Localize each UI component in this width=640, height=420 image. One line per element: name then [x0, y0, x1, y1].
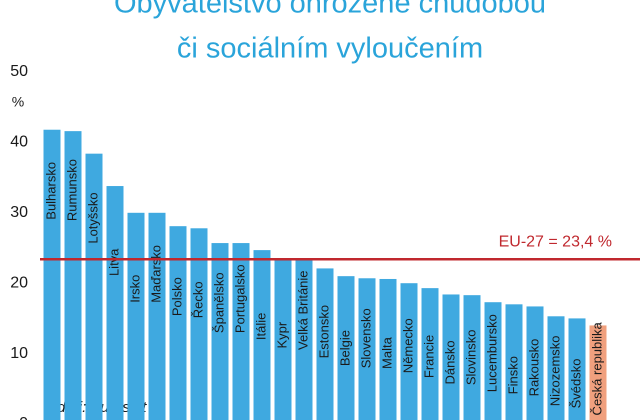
- bar-label: Kypr: [274, 321, 289, 348]
- bar: [379, 278, 397, 420]
- bar: [316, 268, 334, 420]
- bar: [211, 243, 229, 420]
- bar: [568, 318, 586, 420]
- bar-label: Dánsko: [442, 340, 457, 384]
- bar: [169, 226, 187, 420]
- bar: [127, 212, 145, 420]
- bar-label: Polsko: [169, 277, 184, 316]
- bar-label: Rakousko: [526, 339, 541, 397]
- bar: [358, 278, 376, 420]
- bar: [400, 283, 418, 420]
- y-tick-label: 50: [10, 63, 28, 80]
- bar: [64, 131, 82, 420]
- bar: [589, 325, 607, 420]
- chart-title: Obyvatelstvo ohrožené chudobou: [114, 0, 546, 20]
- chart-title: či sociálním vyloučením: [177, 33, 483, 65]
- bar-label: Řecko: [190, 281, 205, 318]
- bar: [295, 259, 313, 420]
- bar-label: Belgie: [337, 330, 352, 366]
- bar-label: Portugalsko: [232, 264, 247, 333]
- bar-label: Francie: [421, 335, 436, 378]
- bar-label: Maďarsko: [148, 245, 163, 303]
- bar: [442, 294, 460, 420]
- reference-label: EU-27 = 23,4 %: [499, 233, 612, 250]
- bar-label: Nizozemsko: [547, 335, 562, 406]
- bar-label: Finsko: [505, 356, 520, 394]
- bar: [463, 295, 481, 420]
- bar-label: Lucembursko: [484, 314, 499, 392]
- bar: [148, 212, 166, 420]
- bar: [505, 304, 523, 420]
- bar-label: Irsko: [127, 275, 142, 303]
- bar-label: Švédsko: [568, 359, 583, 409]
- bar: [547, 316, 565, 420]
- bar: [484, 302, 502, 420]
- bar-label: Itálie: [253, 313, 268, 340]
- bar: [106, 186, 124, 420]
- bar-label: Německo: [400, 318, 415, 373]
- bar-label: Česká republika: [589, 321, 604, 415]
- bar: [190, 228, 208, 420]
- y-unit: %: [12, 94, 24, 110]
- bar-label: Rumunsko: [64, 159, 79, 221]
- bar-label: Španělsko: [211, 272, 226, 333]
- bar: [232, 243, 250, 420]
- bar: [526, 306, 544, 420]
- bar-label: Estonsko: [316, 305, 331, 358]
- bar-label: Lotyšsko: [85, 192, 100, 243]
- bar: [253, 250, 271, 420]
- bar: [421, 288, 439, 420]
- bar: [85, 153, 103, 420]
- y-tick-label: 20: [10, 274, 28, 291]
- y-tick-label: 40: [10, 134, 28, 151]
- bar-label: Litva: [106, 248, 121, 276]
- bar: [43, 129, 61, 420]
- bar-label: Bulharsko: [43, 162, 58, 220]
- y-tick-label: 0: [19, 415, 28, 420]
- bar-label: Velká Británie: [295, 270, 310, 350]
- y-tick-label: 30: [10, 204, 28, 221]
- bar-label: Slovinsko: [463, 330, 478, 386]
- bar: [274, 258, 292, 420]
- bar: [337, 276, 355, 420]
- bar-label: Malta: [379, 336, 394, 369]
- y-tick-label: 10: [10, 345, 28, 362]
- bar-label: Slovensko: [358, 308, 373, 368]
